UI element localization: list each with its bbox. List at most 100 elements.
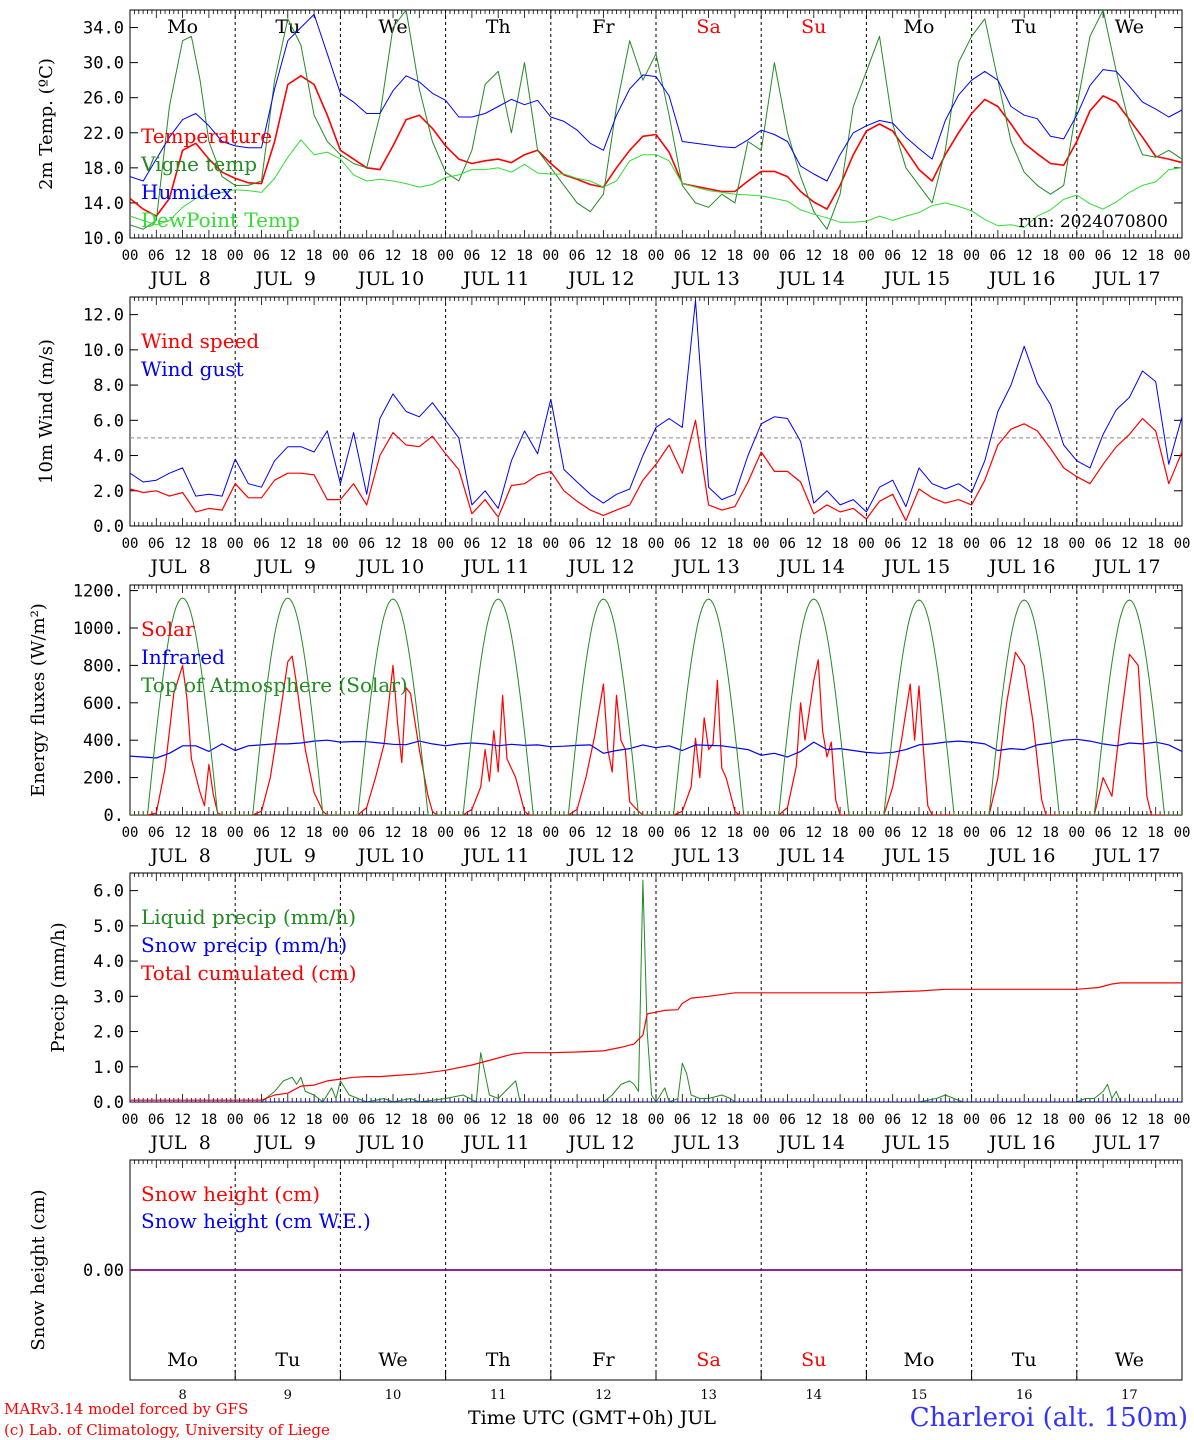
hour-tick-label: 00	[1174, 825, 1191, 841]
hour-tick-label: 12	[279, 825, 296, 841]
hour-tick-label: 06	[989, 1112, 1006, 1128]
legend-entry: Liquid precip (mm/h)	[141, 905, 356, 929]
hour-tick-label: 18	[621, 1112, 638, 1128]
series-wind-gust	[130, 300, 1182, 513]
hour-tick-label: 12	[911, 248, 928, 264]
day-label: JUL 13	[671, 268, 739, 290]
hour-tick-label: 12	[1121, 536, 1138, 552]
hour-tick-label: 00	[437, 1112, 454, 1128]
hour-tick-label: 18	[200, 248, 217, 264]
weekday-label: Su	[801, 16, 826, 38]
y-tick-label: 0.0	[93, 517, 124, 537]
y-tick-label: 1000.	[73, 619, 124, 639]
y-tick-label: 8.0	[93, 376, 124, 396]
day-label: JUL 12	[566, 268, 634, 290]
panel-energy: 0. 200. 400. 600. 800. 1000. 1200. Energy fluxe…	[28, 582, 1190, 867]
weekday-label: Sa	[696, 1349, 720, 1371]
weekday-label: Tu	[275, 16, 300, 38]
hour-tick-label: 18	[411, 536, 428, 552]
hour-tick-label: 00	[1068, 536, 1085, 552]
hour-tick-label: 00	[963, 536, 980, 552]
legend-entry: Vigne temp	[140, 152, 257, 176]
hour-tick-label: 18	[621, 536, 638, 552]
hour-tick-label: 18	[200, 825, 217, 841]
day-label: JUL 10	[356, 268, 424, 290]
legend-entry: Snow height (cm)	[141, 1182, 320, 1206]
y-tick-label: 800.	[83, 656, 124, 676]
hour-tick-label: 06	[674, 536, 691, 552]
hour-tick-label: 18	[1042, 536, 1059, 552]
day-number-label: 10	[385, 1388, 402, 1403]
weekday-label: Sa	[696, 16, 720, 38]
hour-tick-label: 06	[779, 248, 796, 264]
hour-tick-label: 06	[569, 536, 586, 552]
y-tick-label: 4.0	[93, 952, 124, 972]
day-label: JUL 14	[777, 845, 845, 867]
hour-tick-label: 18	[1147, 536, 1164, 552]
hour-tick-label: 18	[726, 536, 743, 552]
hour-tick-label: 12	[279, 536, 296, 552]
hour-tick-label: 00	[648, 536, 665, 552]
hour-tick-label: 06	[989, 825, 1006, 841]
hour-tick-label: 12	[1121, 825, 1138, 841]
hour-tick-label: 06	[148, 825, 165, 841]
y-tick-label: 600.	[83, 694, 124, 714]
legend-entry: Top of Atmosphere (Solar)	[141, 673, 408, 697]
hour-tick-label: 00	[858, 536, 875, 552]
hour-tick-label: 00	[753, 825, 770, 841]
hour-tick-label: 18	[726, 1112, 743, 1128]
day-label: JUL 13	[671, 1132, 739, 1154]
day-number-label: 17	[1121, 1388, 1138, 1403]
y-tick-label: 18.0	[83, 159, 124, 179]
day-label: JUL 17	[1092, 845, 1160, 867]
hour-tick-label: 12	[174, 536, 191, 552]
y-tick-label: 5.0	[93, 917, 124, 937]
panel-wind: 0.0 2.0 4.0 6.0 8.0 10.0 12.0 10m Wind (m/s) Win…	[36, 296, 1190, 578]
day-label: JUL 13	[671, 556, 739, 578]
hour-tick-label: 18	[411, 1112, 428, 1128]
series-total-cumulated-cm	[130, 982, 1182, 1101]
y-axis-label: Snow height (cm)	[28, 1189, 49, 1350]
hour-tick-label: 06	[884, 536, 901, 552]
y-tick-label: 4.0	[93, 447, 124, 467]
hour-tick-label: 12	[1121, 1112, 1138, 1128]
hour-tick-label: 12	[595, 1112, 612, 1128]
hour-tick-label: 18	[937, 536, 954, 552]
hour-tick-label: 12	[700, 1112, 717, 1128]
y-tick-label: 400.	[83, 731, 124, 751]
series-solar	[130, 651, 1182, 815]
hour-tick-label: 12	[1016, 536, 1033, 552]
hour-tick-label: 06	[1095, 536, 1112, 552]
hour-tick-label: 00	[542, 248, 559, 264]
day-label: JUL 9	[254, 268, 316, 290]
y-tick-label: 2.0	[93, 1023, 124, 1043]
hour-tick-label: 00	[648, 825, 665, 841]
y-axis-label: Energy fluxes (W/m²)	[28, 603, 49, 797]
weekday-label: Tu	[275, 1349, 300, 1371]
day-label: JUL 13	[671, 845, 739, 867]
day-label: JUL 10	[356, 1132, 424, 1154]
hour-tick-label: 06	[253, 1112, 270, 1128]
hour-tick-label: 00	[332, 536, 349, 552]
hour-tick-label: 00	[542, 1112, 559, 1128]
hour-tick-label: 00	[1068, 825, 1085, 841]
hour-tick-label: 12	[595, 536, 612, 552]
day-label: JUL 9	[254, 556, 316, 578]
legend-entry: Snow height (cm W.E.)	[141, 1209, 371, 1233]
hour-tick-label: 18	[516, 825, 533, 841]
hour-tick-label: 00	[753, 248, 770, 264]
hour-tick-label: 00	[437, 536, 454, 552]
hour-tick-label: 12	[700, 825, 717, 841]
weekday-label: We	[1115, 16, 1144, 38]
hour-tick-label: 12	[174, 1112, 191, 1128]
hour-tick-label: 18	[832, 825, 849, 841]
hour-tick-label: 00	[858, 248, 875, 264]
hour-tick-label: 12	[174, 248, 191, 264]
day-number-label: 12	[595, 1388, 612, 1403]
y-tick-label: 0.0	[93, 1093, 124, 1113]
hour-tick-label: 12	[805, 825, 822, 841]
day-label: JUL 12	[566, 845, 634, 867]
weekday-label: Th	[486, 16, 511, 38]
hour-tick-label: 06	[253, 536, 270, 552]
